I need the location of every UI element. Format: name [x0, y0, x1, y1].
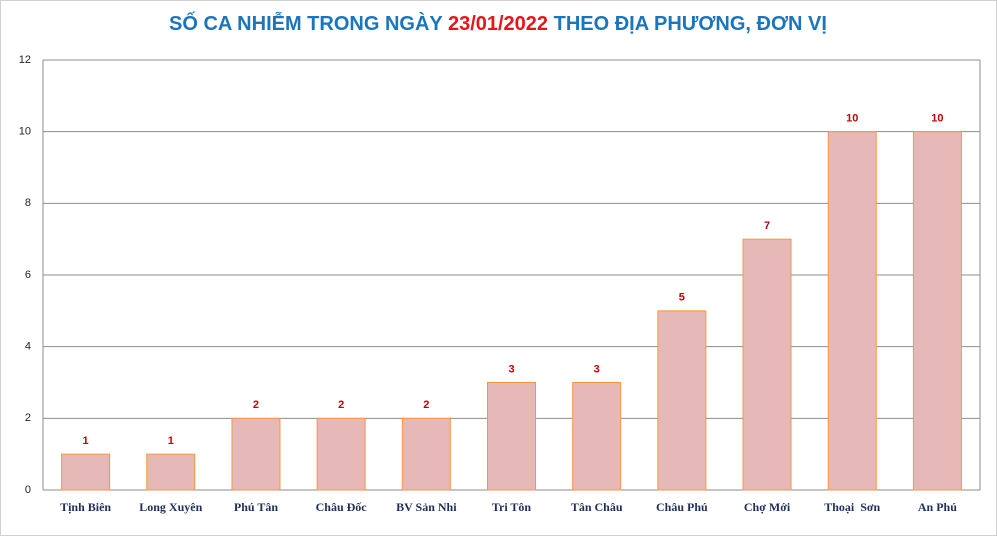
x-tick-label: BV Sản Nhi: [396, 500, 457, 514]
x-tick-label: Chợ Mới: [744, 500, 791, 514]
bar: [316, 417, 366, 491]
bar: [401, 417, 451, 491]
value-label: 2: [338, 399, 344, 411]
bar: [487, 382, 536, 491]
y-tick-label: 10: [19, 126, 31, 138]
bar: [572, 382, 622, 491]
title-part: SỐ CA NHIỄM TRONG NGÀY: [169, 11, 443, 35]
value-label: 10: [931, 113, 943, 125]
bar: [657, 310, 707, 491]
y-tick-label: 8: [25, 197, 31, 209]
title-part: THEO ĐỊA PHƯƠNG, ĐƠN VỊ: [554, 13, 827, 35]
value-label: 5: [679, 292, 685, 304]
y-tick-label: 12: [19, 54, 31, 66]
x-tick-label: Châu Đốc: [316, 500, 368, 514]
x-tick-label: Long Xuyên: [139, 500, 202, 514]
y-tick-label: 2: [25, 412, 31, 424]
value-label: 3: [594, 363, 600, 375]
value-label: 7: [764, 220, 770, 232]
x-tick-label: Tri Tôn: [492, 500, 532, 514]
x-tick-label: Thoại Sơn: [824, 500, 880, 514]
x-tick-label: Châu Phú: [656, 500, 708, 514]
bar: [61, 453, 111, 491]
x-tick-label: Tịnh Biên: [60, 500, 111, 514]
y-tick-label: 6: [25, 269, 31, 281]
value-label: 1: [83, 435, 89, 447]
value-label: 2: [423, 399, 429, 411]
x-tick-label: Tân Châu: [571, 500, 623, 514]
title-date: 23/01/2022: [448, 13, 548, 35]
bar: [146, 453, 196, 491]
bar: [231, 417, 281, 491]
x-tick-label: Phú Tân: [234, 500, 278, 514]
value-label: 2: [253, 399, 259, 411]
bar: [912, 131, 962, 491]
value-label: 1: [168, 435, 174, 447]
y-tick-label: 4: [25, 341, 31, 353]
y-tick-label: 0: [25, 484, 31, 496]
value-label: 3: [508, 363, 514, 375]
bar: [827, 131, 877, 491]
value-label: 10: [846, 113, 858, 125]
bar: [742, 238, 792, 491]
x-tick-label: An Phú: [918, 500, 957, 514]
chart-title: SỐ CA NHIỄM TRONG NGÀY 23/01/2022 THEO Đ…: [169, 11, 827, 35]
